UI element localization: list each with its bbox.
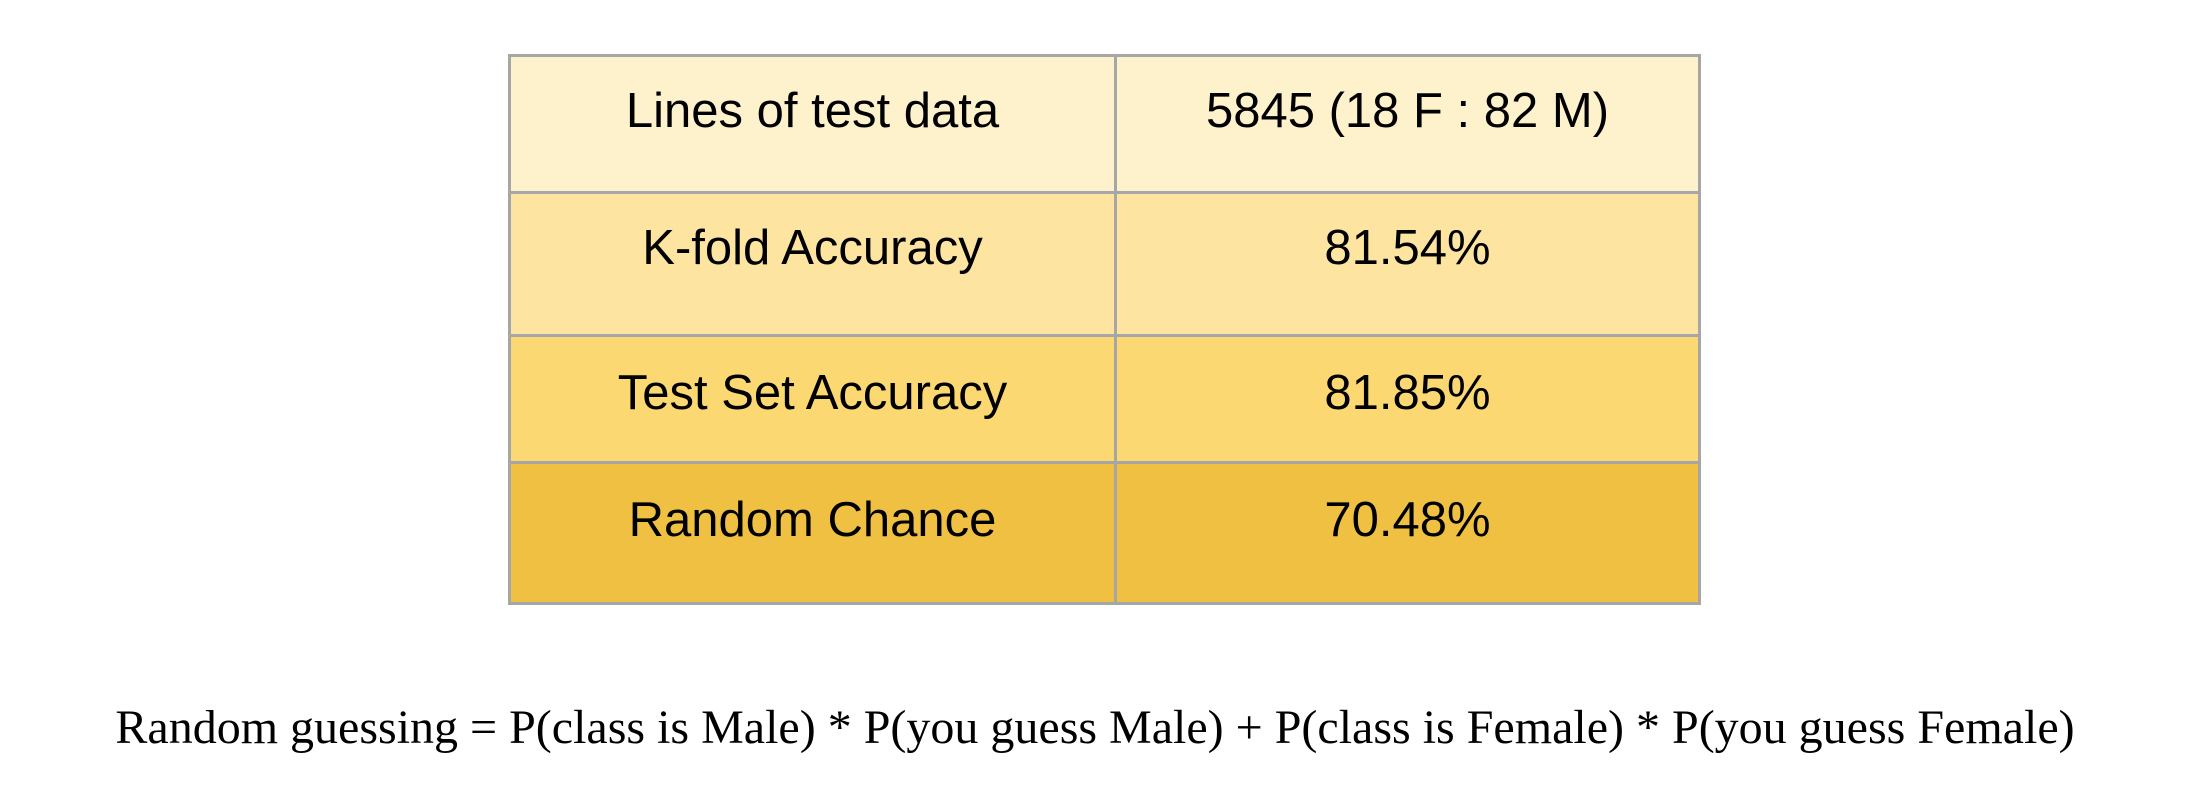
table-row: K-fold Accuracy 81.54% (508, 191, 1701, 337)
row-value: 70.48% (1114, 461, 1701, 605)
row-label: Test Set Accuracy (508, 334, 1117, 464)
row-value: 81.85% (1114, 334, 1701, 464)
table-row: Random Chance 70.48% (508, 461, 1701, 605)
row-value: 5845 (18 F : 82 M) (1114, 54, 1701, 194)
row-label: Random Chance (508, 461, 1117, 605)
row-label: Lines of test data (508, 54, 1117, 194)
row-label: K-fold Accuracy (508, 191, 1117, 337)
row-value: 81.54% (1114, 191, 1701, 337)
results-table: Lines of test data 5845 (18 F : 82 M) K-… (508, 54, 1701, 605)
random-guessing-formula: Random guessing = P(class is Male) * P(y… (115, 701, 2075, 754)
table-row: Lines of test data 5845 (18 F : 82 M) (508, 54, 1701, 194)
table-row: Test Set Accuracy 81.85% (508, 334, 1701, 464)
